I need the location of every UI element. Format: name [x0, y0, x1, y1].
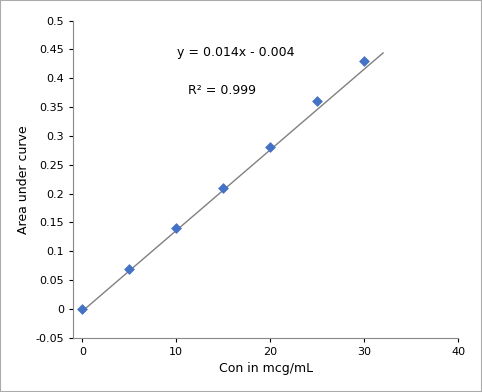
Point [361, 58, 368, 64]
Text: R² = 0.999: R² = 0.999 [188, 84, 256, 97]
Point [219, 185, 227, 191]
Point [173, 225, 180, 231]
Y-axis label: Area under curve: Area under curve [17, 125, 30, 234]
Point [125, 265, 133, 272]
Text: y = 0.014x - 0.004: y = 0.014x - 0.004 [177, 46, 295, 59]
Point [79, 306, 86, 312]
X-axis label: Con in mcg/mL: Con in mcg/mL [218, 362, 313, 375]
Point [313, 98, 321, 105]
Point [267, 144, 274, 151]
